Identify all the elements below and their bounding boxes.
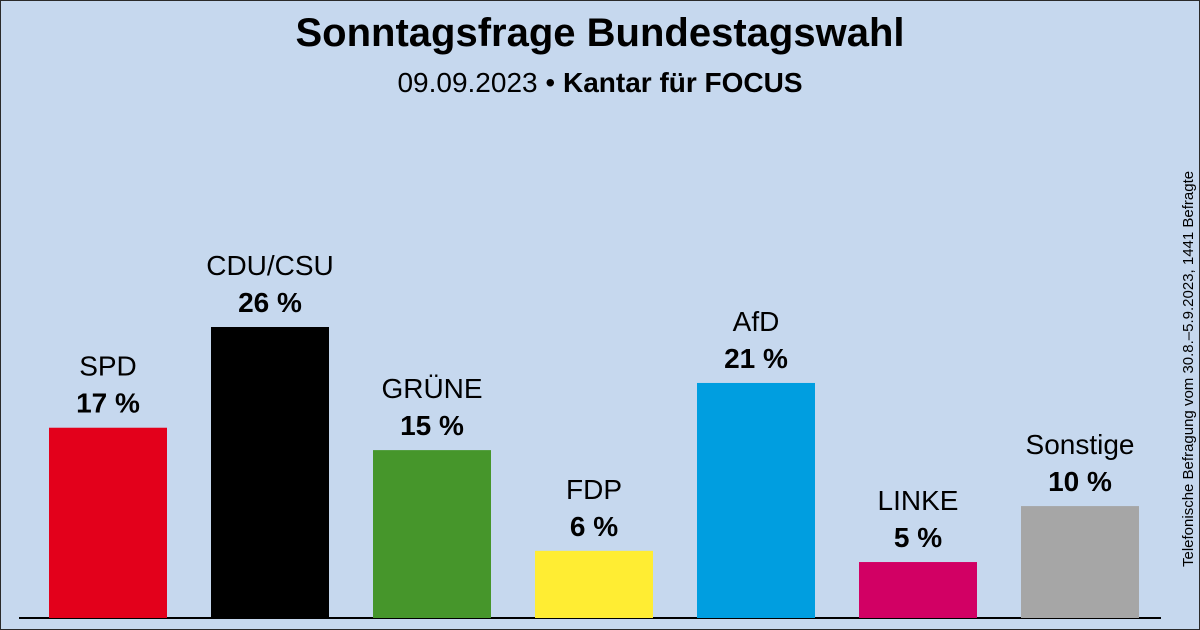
bar-value-afd: 21 % — [724, 343, 788, 374]
poll-institute: Kantar für FOCUS — [562, 67, 803, 98]
bar-label-gr-ne: GRÜNE — [381, 373, 482, 404]
bar-label-fdp: FDP — [566, 474, 622, 505]
bar-label-afd: AfD — [733, 306, 780, 337]
bar-value-spd: 17 % — [76, 388, 140, 419]
bar-value-sonstige: 10 % — [1048, 466, 1112, 497]
bar-value-gr-ne: 15 % — [400, 410, 464, 441]
subtitle-separator: • — [545, 67, 556, 98]
bar-label-cdu-csu: CDU/CSU — [206, 250, 334, 281]
bar-value-cdu-csu: 26 % — [238, 287, 302, 318]
bar-label-linke: LINKE — [878, 485, 959, 516]
bar-gr-ne — [373, 450, 491, 618]
bar-value-fdp: 6 % — [570, 511, 618, 542]
bars-group: 17 % SPD 26 % CDU/CSU 15 % GRÜNE 6 % FDP 21 % AfD… — [49, 250, 1139, 618]
chart-subtitle: 09.09.2023 • Kantar für FOCUS — [1, 67, 1199, 99]
bar-cdu-csu — [211, 327, 329, 618]
bar-afd — [697, 382, 815, 618]
bar-sonstige — [1021, 506, 1139, 618]
bar-fdp — [535, 550, 653, 618]
bar-value-linke: 5 % — [894, 522, 942, 553]
bar-label-sonstige: Sonstige — [1026, 429, 1135, 460]
chart-title: Sonntagsfrage Bundestagswahl — [295, 11, 905, 55]
poll-date: 09.09.2023 — [397, 67, 538, 98]
bar-label-spd: SPD — [79, 351, 137, 382]
bar-linke — [859, 562, 977, 618]
bar-spd — [49, 427, 167, 618]
